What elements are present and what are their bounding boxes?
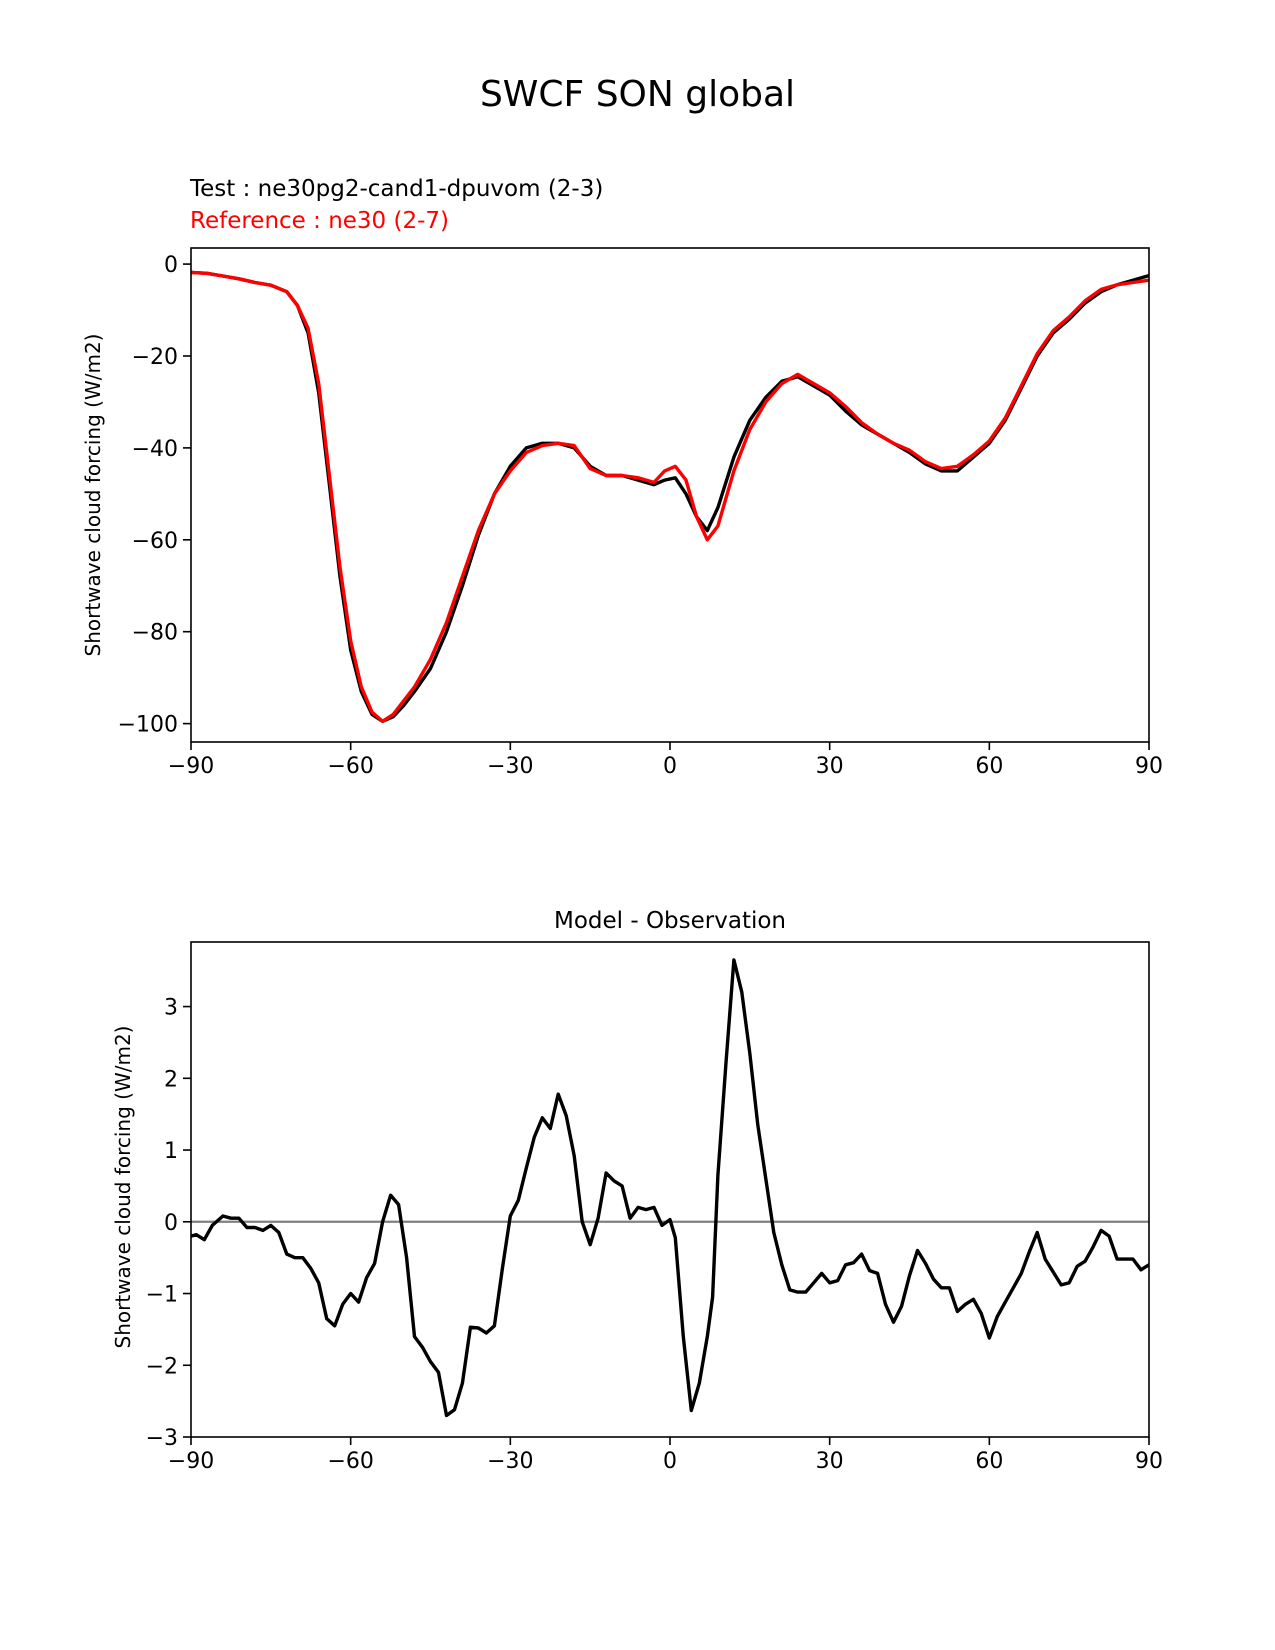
x-tick-label: −60 [327,1449,373,1474]
y-tick-label: −100 [118,713,178,738]
x-tick-label: 60 [975,1449,1003,1474]
x-tick-label: 0 [663,1449,677,1474]
y-tick-label: −20 [132,345,178,370]
plot-frame [190,941,1150,1438]
test-legend-label: Test : ne30pg2-cand1-dpuvom (2-3) [190,176,604,202]
lower-y-axis-label: Shortwave cloud forcing (W/m2) [111,1026,135,1349]
y-tick-label: −80 [132,621,178,646]
x-tick-label: 30 [816,1449,844,1474]
x-tick-label: −90 [168,1449,214,1474]
reference-legend-label: Reference : ne30 (2-7) [190,208,450,234]
lower-panel-title: Model - Observation [554,908,786,934]
series-line-primary [191,958,1149,1418]
x-tick-label: 0 [663,754,677,779]
x-tick-label: 90 [1135,1449,1163,1474]
series-line-secondary [191,270,1149,723]
y-tick-label: 3 [164,996,178,1021]
x-tick-label: −30 [487,1449,533,1474]
y-tick-label: −1 [146,1283,178,1308]
y-tick-label: −60 [132,529,178,554]
plot-frame [190,247,1150,743]
y-tick-label: 0 [164,1211,178,1236]
upper-y-axis-label: Shortwave cloud forcing (W/m2) [81,334,105,657]
x-tick-label: −60 [327,754,373,779]
x-tick-label: 60 [975,754,1003,779]
y-tick-label: 2 [164,1067,178,1092]
y-tick-label: −40 [132,437,178,462]
y-tick-label: 1 [164,1139,178,1164]
x-tick-label: 30 [816,754,844,779]
y-tick-label: −3 [146,1426,178,1451]
y-tick-label: −2 [146,1354,178,1379]
lower-panel: Model - Observation Shortwave cloud forc… [111,908,1163,1474]
x-tick-label: −90 [168,754,214,779]
x-tick-label: −30 [487,754,533,779]
figure-title: SWCF SON global [479,74,796,115]
x-tick-label: 90 [1135,754,1163,779]
upper-panel: Shortwave cloud forcing (W/m2) −90 −60 −30… [81,247,1163,779]
series-line-primary [191,270,1149,723]
y-tick-label: 0 [164,253,178,278]
